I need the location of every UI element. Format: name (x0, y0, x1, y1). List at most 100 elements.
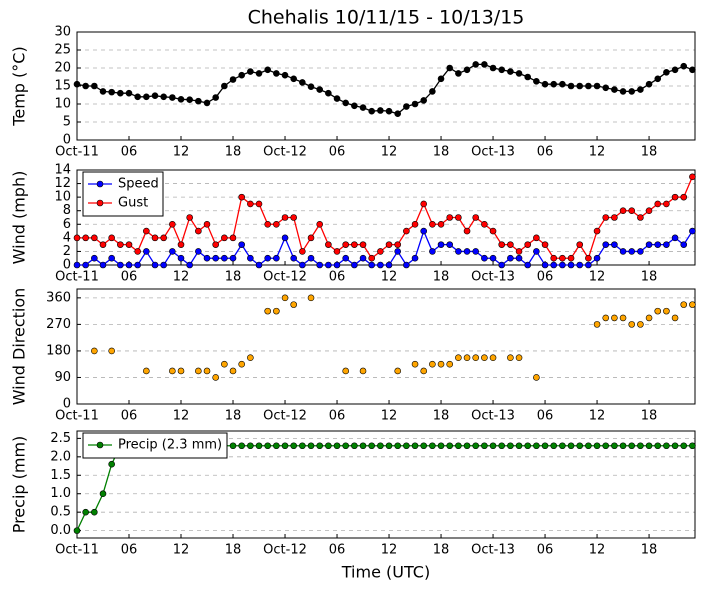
data-point (99, 490, 107, 498)
data-point (481, 254, 488, 262)
data-point (394, 248, 402, 255)
data-point (342, 99, 349, 107)
data-point (359, 254, 367, 262)
data-point (585, 261, 592, 269)
data-point (186, 96, 193, 103)
x-tick-label: 06 (537, 409, 554, 424)
data-point (437, 360, 445, 368)
data-point (619, 207, 627, 215)
data-point (99, 88, 107, 95)
x-tick-label: Oct-12 (263, 543, 307, 558)
data-point (515, 442, 523, 450)
data-point (455, 248, 462, 255)
y-tick-label: 6 (63, 217, 71, 232)
data-point (524, 442, 532, 450)
data-point (602, 84, 610, 92)
data-point (576, 442, 584, 450)
data-point (195, 227, 202, 235)
data-point (117, 261, 124, 269)
data-point (541, 80, 549, 88)
y-tick-label: 2.0 (50, 449, 71, 464)
x-tick-label: 18 (641, 145, 658, 160)
data-point (264, 220, 271, 228)
data-point (403, 227, 410, 235)
data-point (238, 71, 245, 79)
data-point (420, 367, 428, 375)
data-point (151, 261, 159, 269)
data-point (177, 96, 185, 103)
data-point (559, 442, 566, 450)
data-point (437, 442, 445, 450)
x-tick-label: 18 (433, 409, 450, 424)
data-point (645, 207, 653, 215)
legend-label: Gust (118, 196, 148, 211)
x-tick-label: Oct-13 (471, 543, 515, 558)
data-point (195, 97, 202, 105)
data-point (619, 314, 627, 322)
data-point (498, 241, 506, 248)
data-point (446, 442, 454, 450)
data-point (446, 64, 454, 72)
data-point (481, 220, 488, 228)
data-point (689, 227, 696, 235)
data-point (351, 261, 358, 269)
data-point (637, 86, 644, 93)
data-point (385, 241, 393, 248)
data-point (429, 248, 436, 255)
data-point (203, 99, 211, 107)
data-point (455, 442, 462, 450)
data-point (411, 442, 419, 450)
data-point (229, 234, 237, 242)
x-tick-label: 06 (329, 145, 346, 160)
data-point (463, 442, 471, 450)
y-tick-label: 30 (54, 25, 71, 40)
x-tick-label: Oct-12 (263, 145, 307, 160)
data-point (125, 261, 133, 269)
y-tick-label: 0 (63, 133, 71, 148)
data-point (316, 220, 323, 228)
data-point (385, 261, 393, 269)
plot-frame (76, 288, 696, 405)
data-point (247, 442, 254, 450)
data-point (437, 220, 445, 228)
y-tick-label: 0 (63, 258, 71, 273)
data-point (91, 254, 98, 262)
plot-frame (76, 31, 696, 141)
data-point (515, 354, 523, 362)
data-point (82, 261, 89, 269)
data-point (255, 261, 263, 269)
data-point (637, 321, 644, 328)
data-point (671, 442, 679, 450)
data-point (680, 301, 688, 308)
data-point (576, 261, 584, 269)
data-point (567, 261, 575, 269)
y-tick-label: 10 (54, 190, 71, 205)
data-point (108, 234, 115, 242)
data-point (368, 442, 375, 450)
data-point (212, 94, 219, 101)
data-point (489, 442, 497, 450)
x-tick-label: 18 (641, 270, 658, 285)
data-point (472, 354, 480, 362)
data-point (663, 241, 670, 248)
data-point (593, 254, 601, 262)
data-point (429, 360, 436, 368)
x-tick-label: 06 (537, 145, 554, 160)
data-point (368, 261, 375, 269)
data-point (264, 254, 271, 262)
data-point (212, 374, 219, 381)
y-tick-label: 8 (63, 203, 71, 218)
x-tick-label: Oct-12 (263, 409, 307, 424)
data-point (255, 200, 263, 208)
data-point (411, 220, 419, 228)
x-tick-label: 18 (225, 543, 242, 558)
data-point (177, 367, 185, 375)
data-point (151, 234, 159, 242)
data-point (619, 88, 627, 95)
y-tick-label: 90 (54, 370, 71, 385)
data-point (377, 261, 384, 269)
x-axis-label: Time (UTC) (341, 563, 430, 582)
data-point (489, 354, 497, 362)
data-point (671, 66, 679, 74)
data-point (91, 82, 98, 90)
